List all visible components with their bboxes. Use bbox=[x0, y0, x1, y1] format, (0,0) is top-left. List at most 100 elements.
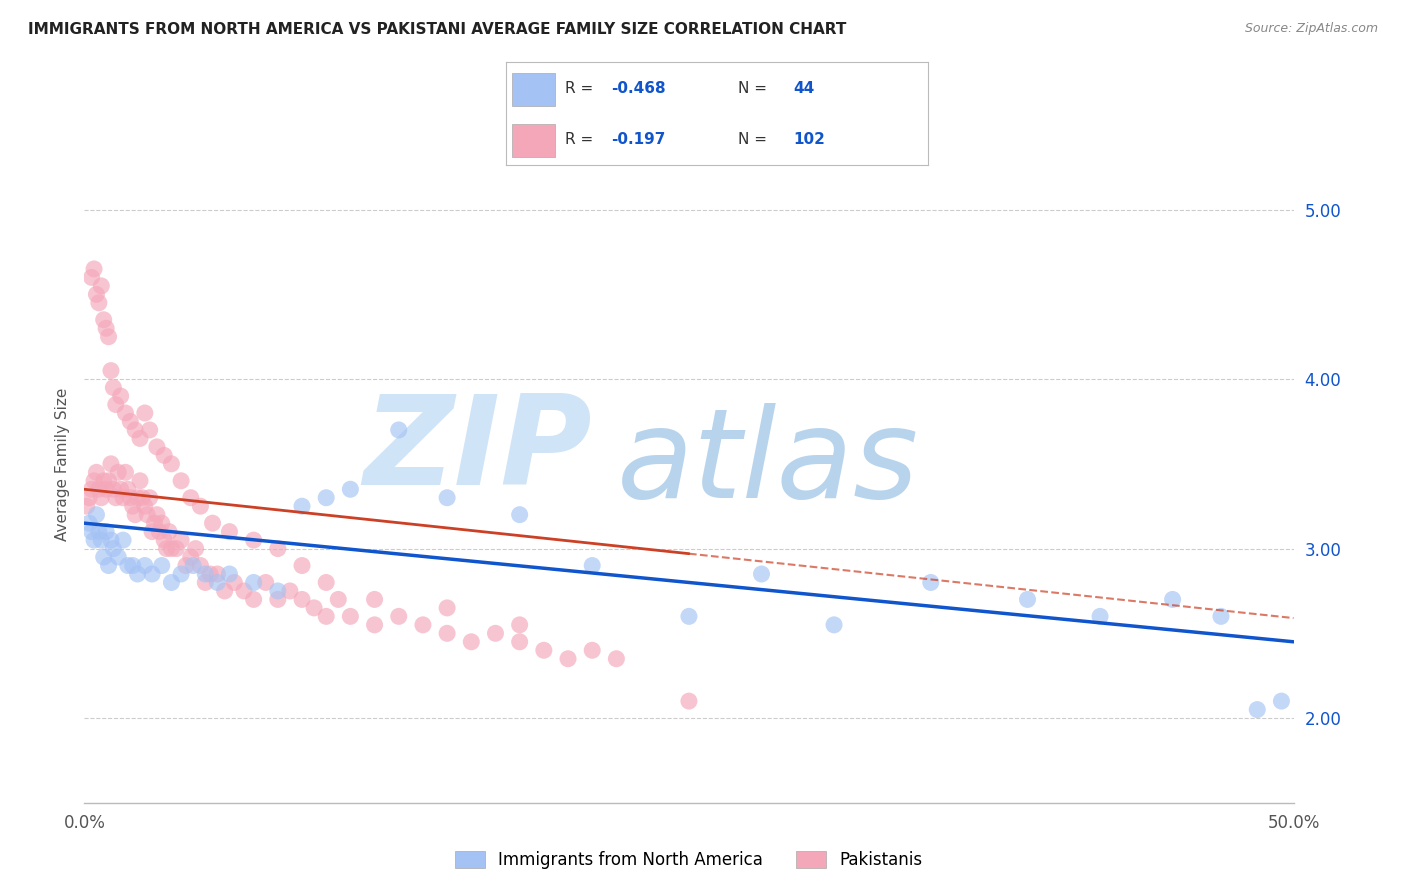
Point bbox=[1246, 703, 1268, 717]
Point bbox=[388, 609, 411, 624]
Point bbox=[134, 500, 156, 514]
Point bbox=[242, 575, 264, 590]
Point bbox=[110, 482, 132, 496]
Text: 44: 44 bbox=[793, 80, 814, 95]
Point bbox=[207, 575, 229, 590]
Point bbox=[112, 533, 135, 548]
Point bbox=[129, 474, 152, 488]
Point bbox=[181, 558, 204, 573]
Point bbox=[388, 423, 411, 437]
Point bbox=[120, 415, 142, 429]
Point bbox=[87, 296, 110, 310]
Point bbox=[170, 474, 193, 488]
Point bbox=[233, 584, 256, 599]
Point bbox=[509, 635, 531, 649]
Point bbox=[218, 567, 240, 582]
Point bbox=[100, 457, 122, 471]
Point bbox=[141, 524, 163, 539]
Text: Source: ZipAtlas.com: Source: ZipAtlas.com bbox=[1244, 22, 1378, 36]
Text: ZIP: ZIP bbox=[364, 390, 592, 511]
Point bbox=[509, 618, 531, 632]
Point bbox=[86, 466, 108, 480]
Point bbox=[124, 423, 146, 437]
Point bbox=[254, 575, 277, 590]
Point bbox=[87, 482, 110, 496]
Point bbox=[1270, 694, 1292, 708]
Point bbox=[87, 524, 110, 539]
Point bbox=[143, 516, 166, 530]
Point bbox=[124, 508, 146, 522]
Point bbox=[146, 440, 169, 454]
Text: N =: N = bbox=[738, 132, 772, 147]
Point bbox=[114, 406, 136, 420]
Point bbox=[328, 592, 350, 607]
Point bbox=[138, 423, 160, 437]
Point bbox=[103, 380, 125, 394]
Point bbox=[94, 524, 117, 539]
Point bbox=[90, 533, 112, 548]
Point bbox=[302, 601, 325, 615]
Point bbox=[83, 474, 105, 488]
Point bbox=[339, 482, 361, 496]
Point bbox=[412, 618, 434, 632]
Point bbox=[678, 609, 700, 624]
Point bbox=[165, 541, 187, 556]
Point bbox=[83, 533, 105, 548]
Point bbox=[77, 516, 100, 530]
Point bbox=[104, 398, 127, 412]
Point bbox=[436, 626, 458, 640]
Point bbox=[146, 508, 169, 522]
Point bbox=[93, 549, 115, 565]
Text: -0.197: -0.197 bbox=[612, 132, 666, 147]
Point bbox=[1017, 592, 1039, 607]
Point bbox=[127, 491, 149, 505]
Point bbox=[823, 618, 845, 632]
Point bbox=[90, 491, 112, 505]
Point bbox=[150, 558, 173, 573]
Point bbox=[93, 313, 115, 327]
Point bbox=[141, 567, 163, 582]
Point bbox=[194, 575, 217, 590]
Point bbox=[1088, 609, 1111, 624]
Point bbox=[557, 651, 579, 665]
FancyBboxPatch shape bbox=[512, 124, 554, 157]
Point bbox=[157, 524, 180, 539]
Point bbox=[291, 592, 314, 607]
Point bbox=[315, 609, 337, 624]
Point bbox=[339, 609, 361, 624]
Point bbox=[136, 508, 159, 522]
Text: 102: 102 bbox=[793, 132, 825, 147]
Point bbox=[83, 262, 105, 277]
Point bbox=[436, 601, 458, 615]
Point bbox=[138, 491, 160, 505]
Point bbox=[121, 558, 143, 573]
Point bbox=[97, 330, 120, 344]
Point bbox=[100, 364, 122, 378]
Point bbox=[605, 651, 627, 665]
Point bbox=[117, 482, 139, 496]
Point bbox=[160, 541, 183, 556]
Point bbox=[134, 406, 156, 420]
Point bbox=[242, 533, 264, 548]
Point bbox=[107, 466, 129, 480]
Point bbox=[267, 592, 290, 607]
Point bbox=[160, 457, 183, 471]
Point bbox=[155, 541, 177, 556]
Point bbox=[121, 500, 143, 514]
Point bbox=[97, 474, 120, 488]
Point bbox=[110, 389, 132, 403]
Point bbox=[86, 287, 108, 301]
Text: N =: N = bbox=[738, 80, 772, 95]
Point bbox=[242, 592, 264, 607]
Point bbox=[103, 482, 125, 496]
Point bbox=[107, 549, 129, 565]
Point bbox=[94, 482, 117, 496]
Point bbox=[267, 584, 290, 599]
Point bbox=[190, 558, 212, 573]
Point bbox=[131, 491, 153, 505]
Point bbox=[581, 643, 603, 657]
Point bbox=[148, 524, 170, 539]
Point bbox=[581, 558, 603, 573]
Point bbox=[153, 533, 176, 548]
Point bbox=[160, 575, 183, 590]
